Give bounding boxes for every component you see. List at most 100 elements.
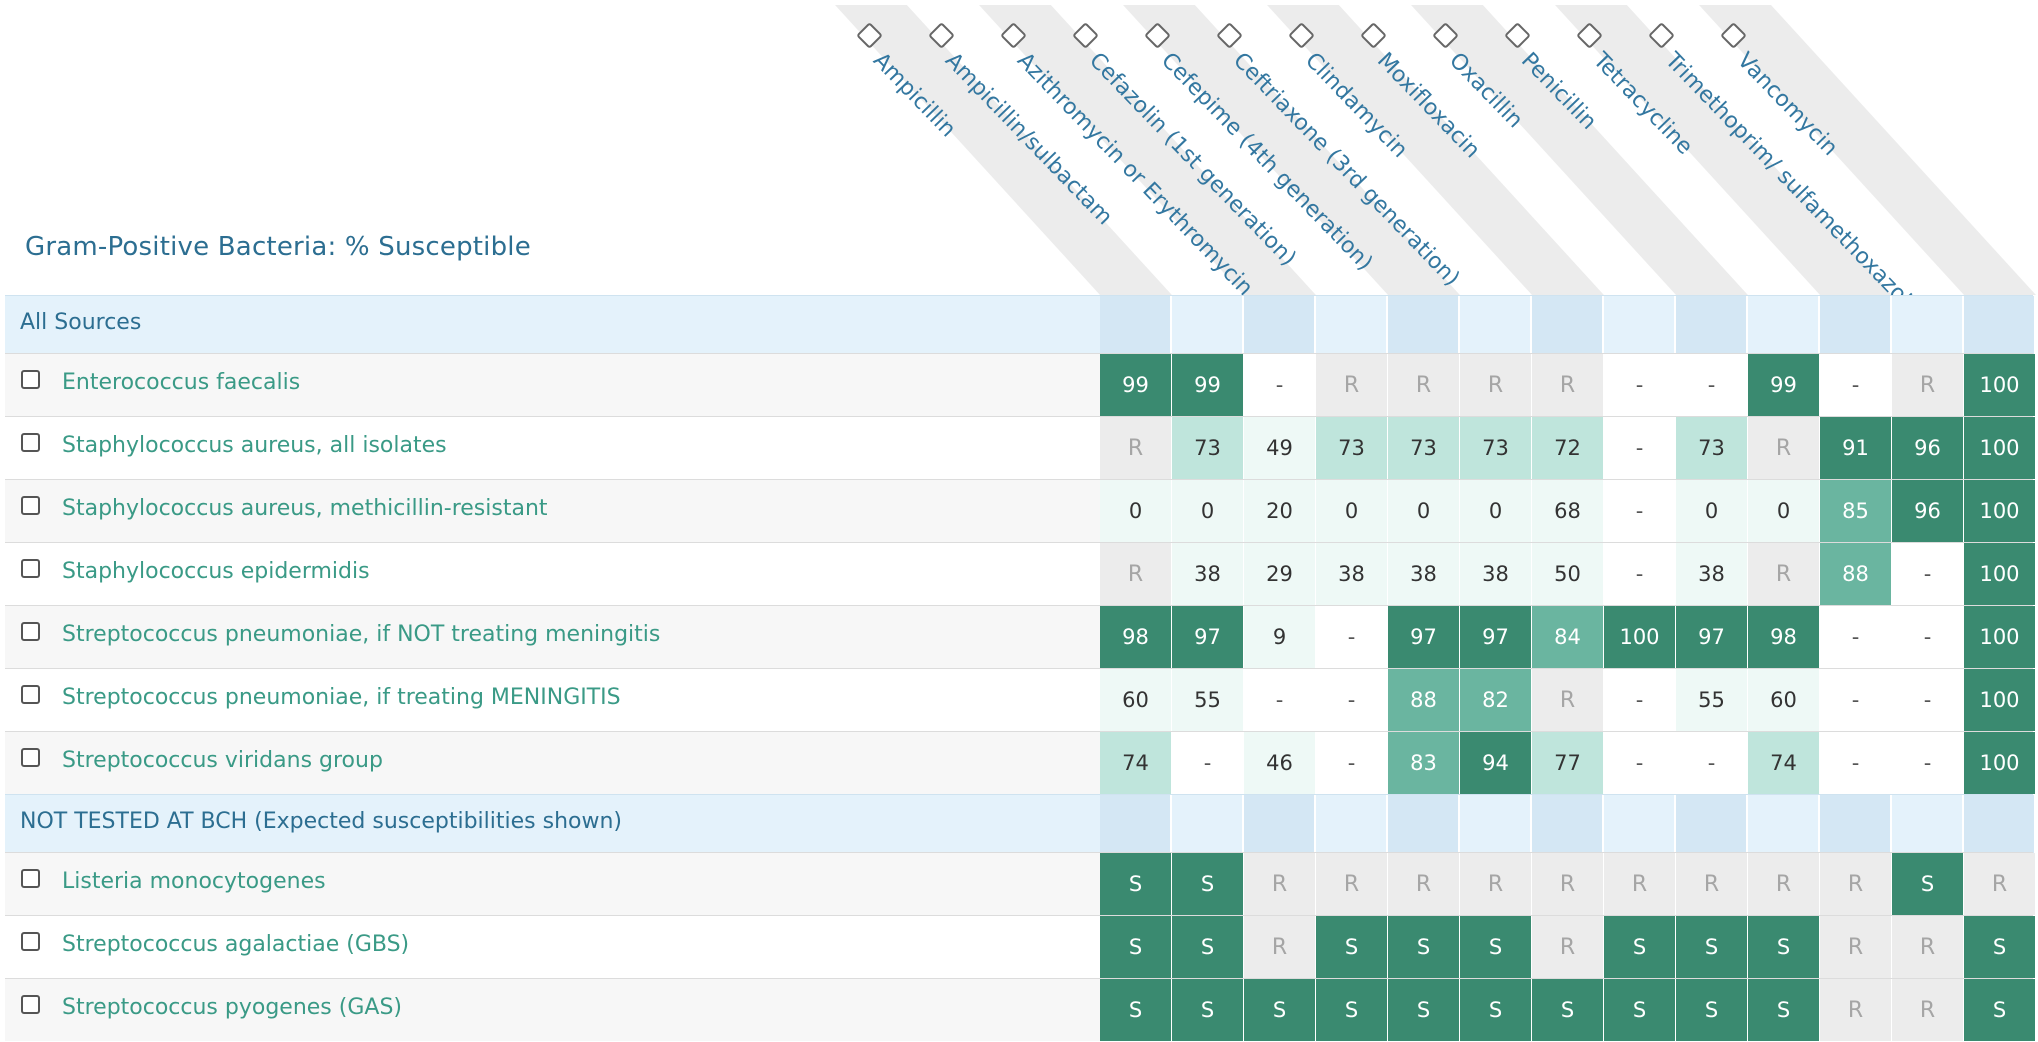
susceptibility-cell: 0 bbox=[1388, 480, 1460, 543]
section-cell bbox=[1892, 296, 1964, 354]
susceptibility-cell: S bbox=[1388, 916, 1460, 979]
susceptibility-cell: 91 bbox=[1820, 417, 1892, 480]
row-checkbox[interactable] bbox=[21, 869, 40, 888]
susceptibility-cell: R bbox=[1100, 543, 1172, 606]
section-cell bbox=[1748, 795, 1820, 853]
susceptibility-cell: 97 bbox=[1388, 606, 1460, 669]
susceptibility-cell: - bbox=[1604, 543, 1676, 606]
susceptibility-cell: 100 bbox=[1964, 732, 2036, 795]
susceptibility-cell: 74 bbox=[1748, 732, 1820, 795]
susceptibility-cell: R bbox=[1604, 853, 1676, 916]
susceptibility-cell: 98 bbox=[1100, 606, 1172, 669]
row-checkbox[interactable] bbox=[21, 559, 40, 578]
organism-label[interactable]: Enterococcus faecalis bbox=[62, 370, 301, 395]
header-band-10 bbox=[1483, 5, 1820, 295]
susceptibility-cell: 98 bbox=[1748, 606, 1820, 669]
susceptibility-cell: 29 bbox=[1244, 543, 1316, 606]
susceptibility-cell: 84 bbox=[1532, 606, 1604, 669]
header-band-9 bbox=[1411, 5, 1748, 295]
organism-label[interactable]: Streptococcus pneumoniae, if NOT treatin… bbox=[62, 622, 661, 647]
susceptibility-cell: S bbox=[1172, 853, 1244, 916]
susceptibility-cell: R bbox=[1748, 853, 1820, 916]
header-band-1 bbox=[835, 5, 1172, 295]
susceptibility-cell: R bbox=[1892, 979, 1964, 1042]
row-checkbox[interactable] bbox=[21, 622, 40, 641]
susceptibility-cell: 55 bbox=[1676, 669, 1748, 732]
header-band-8 bbox=[1339, 5, 1676, 295]
susceptibility-cell: - bbox=[1244, 669, 1316, 732]
susceptibility-cell: 96 bbox=[1892, 480, 1964, 543]
susceptibility-cell: R bbox=[1892, 916, 1964, 979]
susceptibility-cell: - bbox=[1820, 669, 1892, 732]
susceptibility-cell: - bbox=[1604, 480, 1676, 543]
susceptibility-cell: R bbox=[1820, 979, 1892, 1042]
section-cell bbox=[1604, 296, 1676, 354]
row-checkbox[interactable] bbox=[21, 748, 40, 767]
section-cell bbox=[1532, 795, 1604, 853]
organism-label[interactable]: Staphylococcus epidermidis bbox=[62, 559, 370, 584]
susceptibility-cell: 72 bbox=[1532, 417, 1604, 480]
susceptibility-cell: S bbox=[1604, 979, 1676, 1042]
susceptibility-cell: S bbox=[1100, 853, 1172, 916]
row-checkbox[interactable] bbox=[21, 995, 40, 1014]
susceptibility-cell: 73 bbox=[1172, 417, 1244, 480]
section-cell bbox=[1532, 296, 1604, 354]
header-band-3 bbox=[979, 5, 1316, 295]
susceptibility-cell: 38 bbox=[1316, 543, 1388, 606]
organism-label[interactable]: Staphylococcus aureus, methicillin-resis… bbox=[62, 496, 548, 521]
susceptibility-cell: 20 bbox=[1244, 480, 1316, 543]
table-row: Staphylococcus aureus, methicillin-resis… bbox=[5, 479, 2036, 543]
organism-label[interactable]: Streptococcus viridans group bbox=[62, 748, 383, 773]
susceptibility-cell: 96 bbox=[1892, 417, 1964, 480]
row-checkbox[interactable] bbox=[21, 370, 40, 389]
row-checkbox[interactable] bbox=[21, 685, 40, 704]
susceptibility-cell: 55 bbox=[1172, 669, 1244, 732]
organism-label[interactable]: Streptococcus pyogenes (GAS) bbox=[62, 995, 402, 1020]
susceptibility-cell: 38 bbox=[1172, 543, 1244, 606]
susceptibility-cell: 100 bbox=[1964, 480, 2036, 543]
susceptibility-cell: - bbox=[1892, 732, 1964, 795]
susceptibility-cell: S bbox=[1316, 916, 1388, 979]
susceptibility-cell: - bbox=[1604, 354, 1676, 417]
organism-label[interactable]: Streptococcus pneumoniae, if treating ME… bbox=[62, 685, 621, 710]
row-checkbox[interactable] bbox=[21, 433, 40, 452]
susceptibility-cell: R bbox=[1460, 354, 1532, 417]
susceptibility-cell: R bbox=[1244, 916, 1316, 979]
susceptibility-cell: S bbox=[1244, 979, 1316, 1042]
susceptibility-cell: 99 bbox=[1748, 354, 1820, 417]
header-band-13 bbox=[1699, 5, 2036, 295]
table-row: Streptococcus pneumoniae, if treating ME… bbox=[5, 668, 2036, 732]
susceptibility-cell: 0 bbox=[1100, 480, 1172, 543]
organism-label[interactable]: Staphylococcus aureus, all isolates bbox=[62, 433, 447, 458]
susceptibility-cell: S bbox=[1172, 979, 1244, 1042]
section-cell bbox=[1892, 795, 1964, 853]
susceptibility-cell: - bbox=[1820, 732, 1892, 795]
table-row: Streptococcus agalactiae (GBS) S S R S S S R S S S… bbox=[5, 915, 2036, 979]
table-row: Enterococcus faecalis 99 99- R R R R - -99- R 100 bbox=[5, 353, 2036, 417]
susceptibility-cell: R bbox=[1460, 853, 1532, 916]
section-cell bbox=[1244, 296, 1316, 354]
susceptibility-cell: R bbox=[1244, 853, 1316, 916]
susceptibility-cell: 99 bbox=[1100, 354, 1172, 417]
section-cell bbox=[1964, 296, 2036, 354]
susceptibility-cell: - bbox=[1676, 354, 1748, 417]
susceptibility-cell: 94 bbox=[1460, 732, 1532, 795]
susceptibility-cell: 77 bbox=[1532, 732, 1604, 795]
susceptibility-cell: 68 bbox=[1532, 480, 1604, 543]
susceptibility-cell: S bbox=[1748, 979, 1820, 1042]
susceptibility-cell: - bbox=[1244, 354, 1316, 417]
susceptibility-cell: 46 bbox=[1244, 732, 1316, 795]
row-checkbox[interactable] bbox=[21, 496, 40, 515]
susceptibility-cell: S bbox=[1964, 916, 2036, 979]
organism-label[interactable]: Listeria monocytogenes bbox=[62, 869, 326, 894]
susceptibility-cell: R bbox=[1820, 853, 1892, 916]
susceptibility-cell: S bbox=[1964, 979, 2036, 1042]
row-checkbox[interactable] bbox=[21, 932, 40, 951]
susceptibility-cell: S bbox=[1676, 916, 1748, 979]
susceptibility-cell: - bbox=[1316, 606, 1388, 669]
section-label: NOT TESTED AT BCH (Expected susceptibili… bbox=[20, 809, 622, 834]
organism-label[interactable]: Streptococcus agalactiae (GBS) bbox=[62, 932, 410, 957]
header-bands bbox=[835, 5, 2036, 295]
table-row: Streptococcus pneumoniae, if NOT treatin… bbox=[5, 605, 2036, 669]
